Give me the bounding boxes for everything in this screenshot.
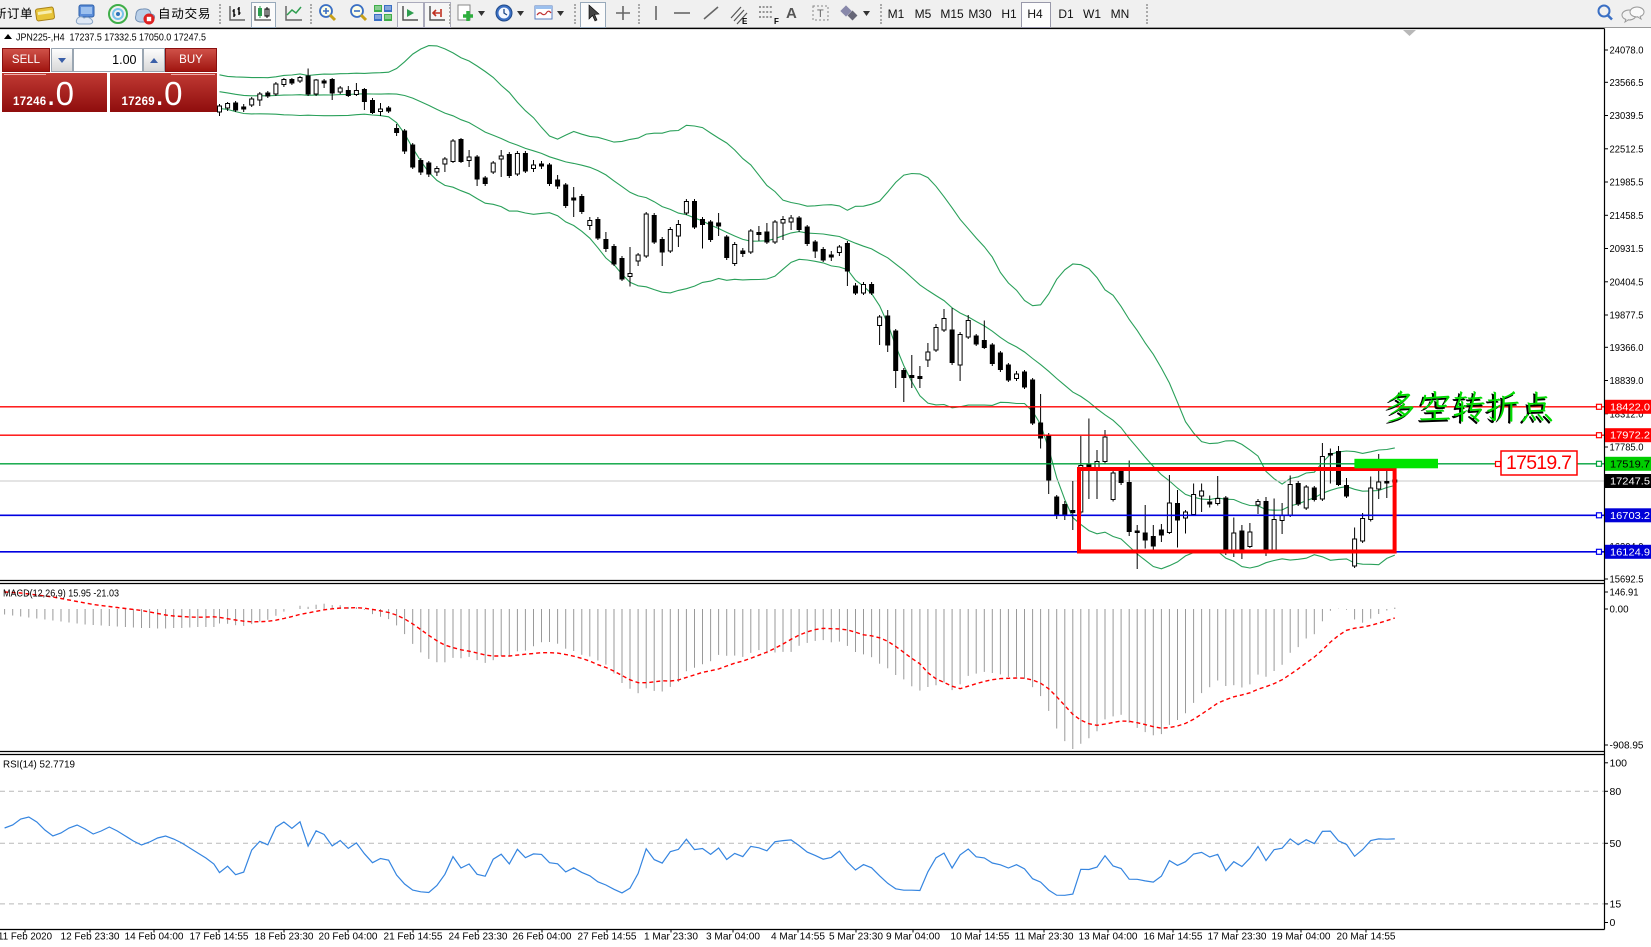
svg-text:18 Feb 23:30: 18 Feb 23:30	[255, 931, 314, 943]
svg-text:16703.2: 16703.2	[1610, 510, 1650, 522]
svg-text:21 Feb 14:55: 21 Feb 14:55	[384, 931, 443, 943]
svg-text:17972.2: 17972.2	[1610, 430, 1650, 442]
svg-text:16 Mar 14:55: 16 Mar 14:55	[1144, 931, 1203, 943]
svg-text:11 Mar 23:30: 11 Mar 23:30	[1015, 931, 1074, 943]
svg-text:13 Mar 04:00: 13 Mar 04:00	[1079, 931, 1138, 943]
svg-text:3 Mar 04:00: 3 Mar 04:00	[706, 931, 760, 943]
svg-text:14 Feb 04:00: 14 Feb 04:00	[125, 931, 184, 943]
svg-text:1 Mar 23:30: 1 Mar 23:30	[644, 931, 698, 943]
svg-text:18839.0: 18839.0	[1610, 375, 1644, 387]
svg-text:17519.7: 17519.7	[1506, 452, 1572, 474]
svg-text:JPN225-,H4 17237.5 17332.5 17: JPN225-,H4 17237.5 17332.5 17050.0 17247…	[16, 32, 206, 44]
svg-text:21985.5: 21985.5	[1610, 177, 1644, 189]
svg-text:RSI(14) 52.7719: RSI(14) 52.7719	[3, 759, 75, 771]
svg-text:5 Mar 23:30: 5 Mar 23:30	[829, 931, 883, 943]
svg-text:23566.5: 23566.5	[1610, 77, 1644, 89]
svg-text:15: 15	[1610, 898, 1622, 910]
svg-text:19 Mar 04:00: 19 Mar 04:00	[1272, 931, 1331, 943]
svg-text:26 Feb 04:00: 26 Feb 04:00	[513, 931, 572, 943]
svg-text:0.00: 0.00	[1610, 604, 1629, 616]
svg-text:100: 100	[1610, 757, 1628, 769]
svg-text:16124.9: 16124.9	[1610, 546, 1650, 558]
svg-text:0: 0	[1610, 917, 1616, 929]
svg-text:17 Feb 14:55: 17 Feb 14:55	[190, 931, 249, 943]
svg-text:MACD(12,26,9) 15.95 -21.03: MACD(12,26,9) 15.95 -21.03	[3, 588, 119, 600]
svg-text:21458.5: 21458.5	[1610, 210, 1644, 222]
svg-text:E: E	[742, 17, 748, 26]
svg-text:9 Mar 04:00: 9 Mar 04:00	[886, 931, 940, 943]
svg-text:15692.5: 15692.5	[1610, 574, 1644, 586]
svg-text:23039.5: 23039.5	[1610, 110, 1644, 122]
svg-text:19877.5: 19877.5	[1610, 310, 1644, 322]
svg-text:17 Mar 23:30: 17 Mar 23:30	[1208, 931, 1267, 943]
svg-text:27 Feb 14:55: 27 Feb 14:55	[578, 931, 637, 943]
svg-text:17519.7: 17519.7	[1610, 458, 1650, 470]
svg-text:50: 50	[1610, 838, 1622, 850]
svg-text:18422.0: 18422.0	[1610, 401, 1650, 413]
svg-text:24078.0: 24078.0	[1610, 45, 1644, 57]
svg-text:17785.0: 17785.0	[1610, 442, 1644, 454]
svg-text:80: 80	[1610, 786, 1622, 798]
svg-text:19366.0: 19366.0	[1610, 342, 1644, 354]
svg-text:-908.95: -908.95	[1610, 740, 1644, 752]
svg-text:146.91: 146.91	[1610, 587, 1639, 599]
svg-text:20931.5: 20931.5	[1610, 243, 1644, 255]
svg-text:20 Feb 04:00: 20 Feb 04:00	[319, 931, 378, 943]
svg-text:22512.5: 22512.5	[1610, 143, 1644, 155]
svg-text:17247.5: 17247.5	[1610, 476, 1650, 488]
svg-text:F: F	[774, 17, 779, 26]
svg-text:24 Feb 23:30: 24 Feb 23:30	[449, 931, 508, 943]
svg-text:4 Mar 14:55: 4 Mar 14:55	[771, 931, 825, 943]
svg-text:12 Feb 23:30: 12 Feb 23:30	[61, 931, 120, 943]
svg-text:20404.5: 20404.5	[1610, 276, 1644, 288]
svg-text:10 Mar 14:55: 10 Mar 14:55	[951, 931, 1010, 943]
svg-text:11 Feb 2020: 11 Feb 2020	[0, 931, 52, 943]
svg-text:T: T	[817, 8, 824, 20]
svg-text:20 Mar 14:55: 20 Mar 14:55	[1337, 931, 1396, 943]
